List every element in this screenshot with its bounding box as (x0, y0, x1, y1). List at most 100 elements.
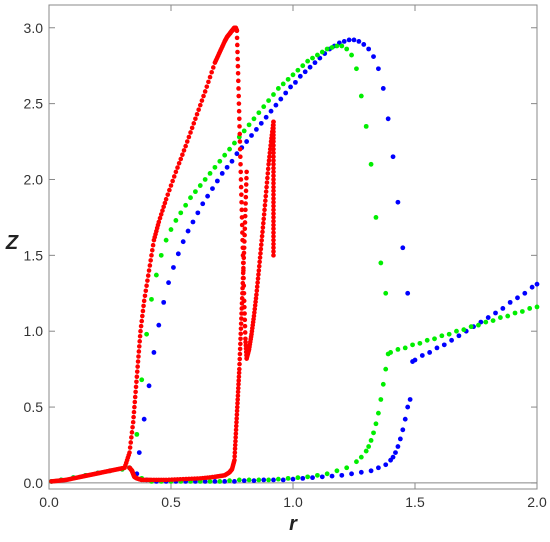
data-point (244, 175, 249, 181)
data-point (197, 102, 203, 108)
data-point (505, 313, 511, 319)
data-point (173, 169, 179, 175)
data-point (271, 241, 276, 247)
x-tick-label: 2.0 (527, 494, 547, 510)
data-point (242, 239, 247, 244)
data-point (241, 478, 247, 484)
data-point (238, 162, 243, 167)
data-point (278, 96, 284, 102)
data-point (254, 288, 260, 294)
data-point (427, 350, 433, 355)
data-point (271, 192, 276, 197)
data-point (356, 39, 362, 44)
data-point (319, 49, 325, 55)
data-point (310, 55, 315, 61)
data-point (271, 150, 276, 156)
data-point (197, 183, 203, 188)
data-point (405, 290, 411, 296)
data-point (271, 207, 276, 213)
data-point (268, 108, 274, 114)
data-point (134, 369, 140, 374)
data-point (219, 171, 225, 176)
data-point (390, 454, 396, 460)
data-point (485, 315, 491, 320)
data-point (234, 408, 240, 414)
data-point (210, 65, 216, 70)
data-point (238, 154, 243, 160)
data-point (181, 148, 187, 153)
data-point (131, 409, 137, 415)
data-point (490, 318, 496, 323)
data-point (368, 161, 374, 167)
data-point (141, 416, 147, 422)
data-point (243, 201, 248, 206)
data-point (373, 421, 379, 427)
y-tick-label: 3.0 (24, 20, 44, 36)
data-point (310, 475, 315, 481)
data-point (173, 218, 179, 223)
data-point (271, 222, 276, 228)
data-point (235, 70, 241, 76)
data-point (446, 331, 452, 337)
data-point (140, 313, 145, 319)
data-point (257, 259, 262, 265)
data-point (400, 427, 406, 433)
data-point (241, 265, 246, 271)
data-point (534, 281, 540, 287)
data-point (344, 46, 350, 52)
data-point (259, 238, 264, 243)
data-point (243, 339, 248, 345)
data-point (307, 64, 313, 70)
data-point (271, 154, 276, 160)
data-point (239, 301, 245, 306)
data-point (134, 374, 140, 380)
data-point (271, 135, 276, 141)
data-point (160, 208, 165, 213)
data-point (236, 78, 241, 84)
data-point (349, 471, 354, 477)
data-point (235, 397, 240, 402)
data-point (244, 139, 250, 144)
x-tick-label: 1.0 (283, 494, 303, 510)
data-point (150, 242, 156, 248)
data-point (358, 93, 364, 99)
data-point (237, 131, 243, 137)
data-point (236, 101, 242, 106)
data-point (259, 233, 265, 239)
data-point (271, 169, 276, 175)
data-point (424, 337, 430, 343)
data-point (267, 150, 273, 156)
data-point (275, 476, 281, 482)
data-point (261, 220, 266, 226)
data-point (251, 478, 257, 484)
data-point (265, 175, 270, 181)
data-point (234, 404, 240, 410)
data-point (302, 69, 308, 75)
data-point (273, 102, 279, 108)
x-axis-label: r (289, 513, 298, 535)
y-tick-label: 1.5 (24, 247, 44, 263)
data-point (439, 333, 445, 339)
data-point (380, 381, 386, 387)
data-point (214, 178, 220, 184)
data-point (167, 187, 172, 193)
data-point (135, 364, 140, 369)
data-point (183, 202, 189, 208)
data-point (222, 152, 228, 158)
data-point (132, 404, 137, 410)
data-point (280, 81, 286, 87)
data-point (236, 370, 242, 376)
data-point (237, 351, 243, 357)
data-point (271, 126, 276, 131)
data-point (242, 317, 248, 323)
data-point (254, 127, 259, 132)
data-point (196, 107, 201, 112)
data-point (178, 210, 184, 216)
data-point (261, 212, 267, 217)
data-point (186, 134, 192, 140)
data-point (242, 213, 248, 219)
data-point (260, 229, 265, 235)
data-point (140, 308, 146, 314)
data-point (234, 412, 240, 417)
data-point (241, 260, 246, 266)
